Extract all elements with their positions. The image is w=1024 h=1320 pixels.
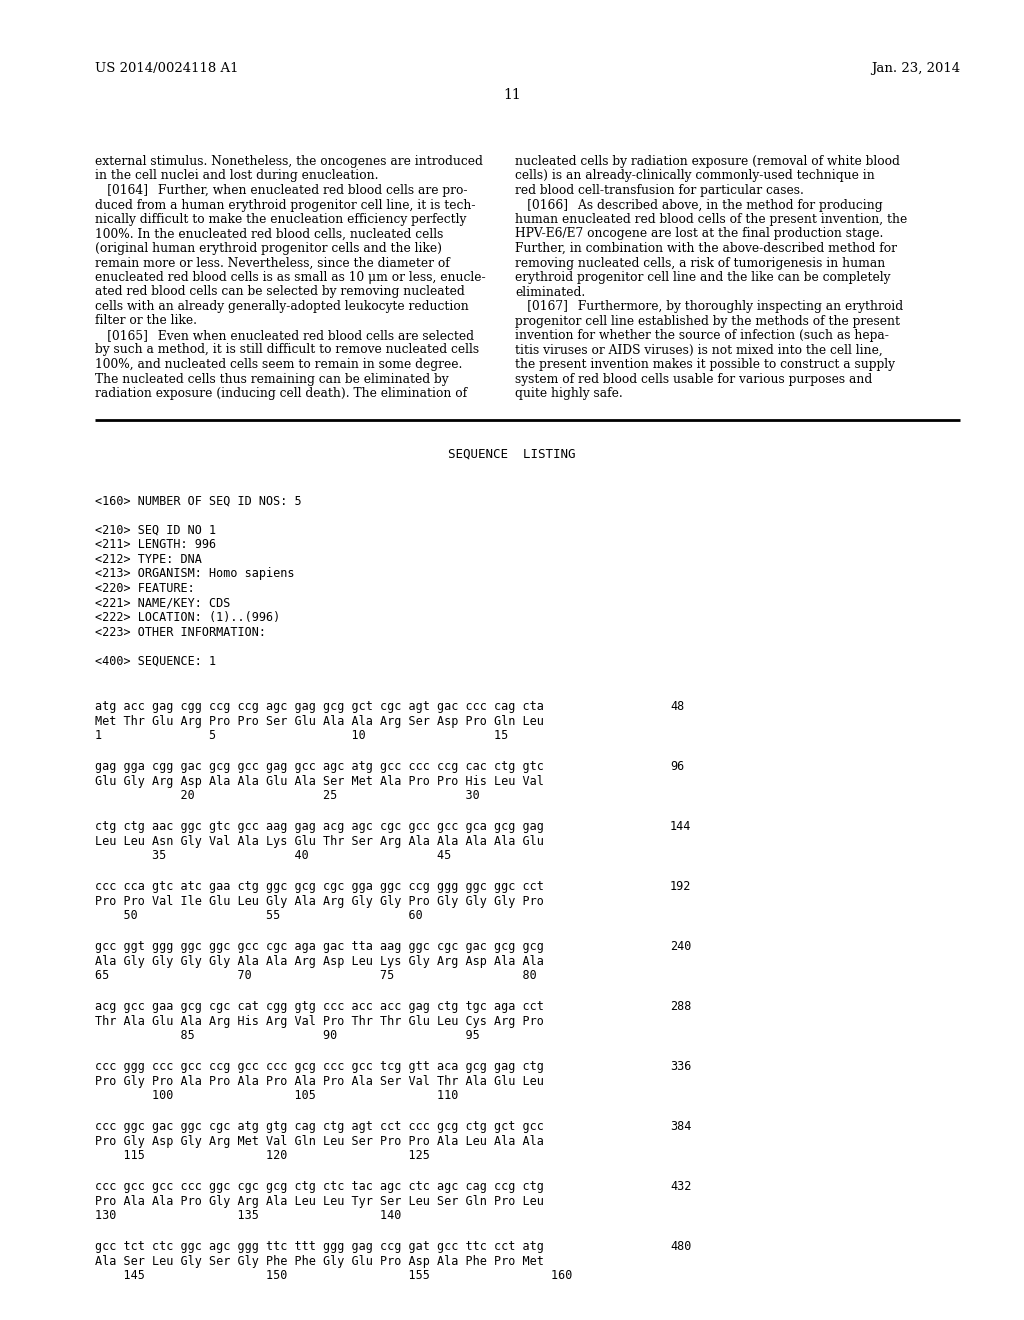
Text: gag gga cgg gac gcg gcc gag gcc agc atg gcc ccc ccg cac ctg gtc: gag gga cgg gac gcg gcc gag gcc agc atg … bbox=[95, 760, 544, 774]
Text: cells) is an already-clinically commonly-used technique in: cells) is an already-clinically commonly… bbox=[515, 169, 874, 182]
Text: ccc ggg ccc gcc ccg gcc ccc gcg ccc gcc tcg gtt aca gcg gag ctg: ccc ggg ccc gcc ccg gcc ccc gcg ccc gcc … bbox=[95, 1060, 544, 1073]
Text: [0165]  Even when enucleated red blood cells are selected: [0165] Even when enucleated red blood ce… bbox=[95, 329, 474, 342]
Text: <213> ORGANISM: Homo sapiens: <213> ORGANISM: Homo sapiens bbox=[95, 568, 295, 581]
Text: radiation exposure (inducing cell death). The elimination of: radiation exposure (inducing cell death)… bbox=[95, 387, 467, 400]
Text: by such a method, it is still difficult to remove nucleated cells: by such a method, it is still difficult … bbox=[95, 343, 479, 356]
Text: 480: 480 bbox=[670, 1239, 691, 1253]
Text: red blood cell-transfusion for particular cases.: red blood cell-transfusion for particula… bbox=[515, 183, 804, 197]
Text: cells with an already generally-adopted leukocyte reduction: cells with an already generally-adopted … bbox=[95, 300, 469, 313]
Text: <212> TYPE: DNA: <212> TYPE: DNA bbox=[95, 553, 202, 566]
Text: titis viruses or AIDS viruses) is not mixed into the cell line,: titis viruses or AIDS viruses) is not mi… bbox=[515, 343, 883, 356]
Text: Thr Ala Glu Ala Arg His Arg Val Pro Thr Thr Glu Leu Cys Arg Pro: Thr Ala Glu Ala Arg His Arg Val Pro Thr … bbox=[95, 1015, 544, 1027]
Text: US 2014/0024118 A1: US 2014/0024118 A1 bbox=[95, 62, 239, 75]
Text: erythroid progenitor cell line and the like can be completely: erythroid progenitor cell line and the l… bbox=[515, 271, 891, 284]
Text: <222> LOCATION: (1)..(996): <222> LOCATION: (1)..(996) bbox=[95, 611, 281, 624]
Text: quite highly safe.: quite highly safe. bbox=[515, 387, 623, 400]
Text: 96: 96 bbox=[670, 760, 684, 774]
Text: 100%. In the enucleated red blood cells, nucleated cells: 100%. In the enucleated red blood cells,… bbox=[95, 227, 443, 240]
Text: [0167]  Furthermore, by thoroughly inspecting an erythroid: [0167] Furthermore, by thoroughly inspec… bbox=[515, 300, 903, 313]
Text: ccc gcc gcc ccc ggc cgc gcg ctg ctc tac agc ctc agc cag ccg ctg: ccc gcc gcc ccc ggc cgc gcg ctg ctc tac … bbox=[95, 1180, 544, 1193]
Text: atg acc gag cgg ccg ccg agc gag gcg gct cgc agt gac ccc cag cta: atg acc gag cgg ccg ccg agc gag gcg gct … bbox=[95, 700, 544, 713]
Text: ated red blood cells can be selected by removing nucleated: ated red blood cells can be selected by … bbox=[95, 285, 465, 298]
Text: The nucleated cells thus remaining can be eliminated by: The nucleated cells thus remaining can b… bbox=[95, 372, 449, 385]
Text: eliminated.: eliminated. bbox=[515, 285, 586, 298]
Text: enucleated red blood cells is as small as 10 μm or less, enucle-: enucleated red blood cells is as small a… bbox=[95, 271, 485, 284]
Text: <211> LENGTH: 996: <211> LENGTH: 996 bbox=[95, 539, 216, 552]
Text: Ala Gly Gly Gly Gly Ala Ala Arg Asp Leu Lys Gly Arg Asp Ala Ala: Ala Gly Gly Gly Gly Ala Ala Arg Asp Leu … bbox=[95, 954, 544, 968]
Text: filter or the like.: filter or the like. bbox=[95, 314, 197, 327]
Text: Pro Gly Pro Ala Pro Ala Pro Ala Pro Ala Ser Val Thr Ala Glu Leu: Pro Gly Pro Ala Pro Ala Pro Ala Pro Ala … bbox=[95, 1074, 544, 1088]
Text: <160> NUMBER OF SEQ ID NOS: 5: <160> NUMBER OF SEQ ID NOS: 5 bbox=[95, 495, 302, 508]
Text: 115                 120                 125: 115 120 125 bbox=[95, 1148, 430, 1162]
Text: SEQUENCE  LISTING: SEQUENCE LISTING bbox=[449, 447, 575, 461]
Text: duced from a human erythroid progenitor cell line, it is tech-: duced from a human erythroid progenitor … bbox=[95, 198, 475, 211]
Text: external stimulus. Nonetheless, the oncogenes are introduced: external stimulus. Nonetheless, the onco… bbox=[95, 154, 483, 168]
Text: 144: 144 bbox=[670, 820, 691, 833]
Text: Met Thr Glu Arg Pro Pro Ser Glu Ala Ala Arg Ser Asp Pro Gln Leu: Met Thr Glu Arg Pro Pro Ser Glu Ala Ala … bbox=[95, 714, 544, 727]
Text: gcc ggt ggg ggc ggc gcc cgc aga gac tta aag ggc cgc gac gcg gcg: gcc ggt ggg ggc ggc gcc cgc aga gac tta … bbox=[95, 940, 544, 953]
Text: Pro Ala Ala Pro Gly Arg Ala Leu Leu Tyr Ser Leu Ser Gln Pro Leu: Pro Ala Ala Pro Gly Arg Ala Leu Leu Tyr … bbox=[95, 1195, 544, 1208]
Text: <210> SEQ ID NO 1: <210> SEQ ID NO 1 bbox=[95, 524, 216, 537]
Text: system of red blood cells usable for various purposes and: system of red blood cells usable for var… bbox=[515, 372, 872, 385]
Text: acg gcc gaa gcg cgc cat cgg gtg ccc acc acc gag ctg tgc aga cct: acg gcc gaa gcg cgc cat cgg gtg ccc acc … bbox=[95, 1001, 544, 1012]
Text: Further, in combination with the above-described method for: Further, in combination with the above-d… bbox=[515, 242, 897, 255]
Text: 130                 135                 140: 130 135 140 bbox=[95, 1209, 401, 1222]
Text: 65                  70                  75                  80: 65 70 75 80 bbox=[95, 969, 537, 982]
Text: 100%, and nucleated cells seem to remain in some degree.: 100%, and nucleated cells seem to remain… bbox=[95, 358, 463, 371]
Text: 48: 48 bbox=[670, 700, 684, 713]
Text: HPV-E6/E7 oncogene are lost at the final production stage.: HPV-E6/E7 oncogene are lost at the final… bbox=[515, 227, 884, 240]
Text: in the cell nuclei and lost during enucleation.: in the cell nuclei and lost during enucl… bbox=[95, 169, 379, 182]
Text: (original human erythroid progenitor cells and the like): (original human erythroid progenitor cel… bbox=[95, 242, 442, 255]
Text: 100                 105                 110: 100 105 110 bbox=[95, 1089, 459, 1102]
Text: 432: 432 bbox=[670, 1180, 691, 1193]
Text: the present invention makes it possible to construct a supply: the present invention makes it possible … bbox=[515, 358, 895, 371]
Text: [0166]  As described above, in the method for producing: [0166] As described above, in the method… bbox=[515, 198, 883, 211]
Text: Leu Leu Asn Gly Val Ala Lys Glu Thr Ser Arg Ala Ala Ala Ala Glu: Leu Leu Asn Gly Val Ala Lys Glu Thr Ser … bbox=[95, 834, 544, 847]
Text: remain more or less. Nevertheless, since the diameter of: remain more or less. Nevertheless, since… bbox=[95, 256, 450, 269]
Text: invention for whether the source of infection (such as hepa-: invention for whether the source of infe… bbox=[515, 329, 889, 342]
Text: 35                  40                  45: 35 40 45 bbox=[95, 849, 452, 862]
Text: ctg ctg aac ggc gtc gcc aag gag acg agc cgc gcc gcc gca gcg gag: ctg ctg aac ggc gtc gcc aag gag acg agc … bbox=[95, 820, 544, 833]
Text: 240: 240 bbox=[670, 940, 691, 953]
Text: ccc ggc gac ggc cgc atg gtg cag ctg agt cct ccc gcg ctg gct gcc: ccc ggc gac ggc cgc atg gtg cag ctg agt … bbox=[95, 1119, 544, 1133]
Text: <220> FEATURE:: <220> FEATURE: bbox=[95, 582, 195, 595]
Text: 336: 336 bbox=[670, 1060, 691, 1073]
Text: <400> SEQUENCE: 1: <400> SEQUENCE: 1 bbox=[95, 655, 216, 668]
Text: 85                  90                  95: 85 90 95 bbox=[95, 1030, 480, 1041]
Text: gcc tct ctc ggc agc ggg ttc ttt ggg gag ccg gat gcc ttc cct atg: gcc tct ctc ggc agc ggg ttc ttt ggg gag … bbox=[95, 1239, 544, 1253]
Text: 288: 288 bbox=[670, 1001, 691, 1012]
Text: human enucleated red blood cells of the present invention, the: human enucleated red blood cells of the … bbox=[515, 213, 907, 226]
Text: nically difficult to make the enucleation efficiency perfectly: nically difficult to make the enucleatio… bbox=[95, 213, 466, 226]
Text: Pro Gly Asp Gly Arg Met Val Gln Leu Ser Pro Pro Ala Leu Ala Ala: Pro Gly Asp Gly Arg Met Val Gln Leu Ser … bbox=[95, 1134, 544, 1147]
Text: removing nucleated cells, a risk of tumorigenesis in human: removing nucleated cells, a risk of tumo… bbox=[515, 256, 886, 269]
Text: <221> NAME/KEY: CDS: <221> NAME/KEY: CDS bbox=[95, 597, 230, 610]
Text: Pro Pro Val Ile Glu Leu Gly Ala Arg Gly Gly Pro Gly Gly Gly Pro: Pro Pro Val Ile Glu Leu Gly Ala Arg Gly … bbox=[95, 895, 544, 908]
Text: Jan. 23, 2014: Jan. 23, 2014 bbox=[870, 62, 961, 75]
Text: 1               5                   10                  15: 1 5 10 15 bbox=[95, 729, 508, 742]
Text: 50                  55                  60: 50 55 60 bbox=[95, 909, 423, 921]
Text: 20                  25                  30: 20 25 30 bbox=[95, 789, 480, 803]
Text: 145                 150                 155                 160: 145 150 155 160 bbox=[95, 1269, 572, 1282]
Text: 192: 192 bbox=[670, 880, 691, 894]
Text: [0164]  Further, when enucleated red blood cells are pro-: [0164] Further, when enucleated red bloo… bbox=[95, 183, 468, 197]
Text: progenitor cell line established by the methods of the present: progenitor cell line established by the … bbox=[515, 314, 900, 327]
Text: Glu Gly Arg Asp Ala Ala Glu Ala Ser Met Ala Pro Pro His Leu Val: Glu Gly Arg Asp Ala Ala Glu Ala Ser Met … bbox=[95, 775, 544, 788]
Text: 11: 11 bbox=[503, 88, 521, 102]
Text: ccc cca gtc atc gaa ctg ggc gcg cgc gga ggc ccg ggg ggc ggc cct: ccc cca gtc atc gaa ctg ggc gcg cgc gga … bbox=[95, 880, 544, 894]
Text: <223> OTHER INFORMATION:: <223> OTHER INFORMATION: bbox=[95, 626, 266, 639]
Text: nucleated cells by radiation exposure (removal of white blood: nucleated cells by radiation exposure (r… bbox=[515, 154, 900, 168]
Text: Ala Ser Leu Gly Ser Gly Phe Phe Gly Glu Pro Asp Ala Phe Pro Met: Ala Ser Leu Gly Ser Gly Phe Phe Gly Glu … bbox=[95, 1254, 544, 1267]
Text: 384: 384 bbox=[670, 1119, 691, 1133]
